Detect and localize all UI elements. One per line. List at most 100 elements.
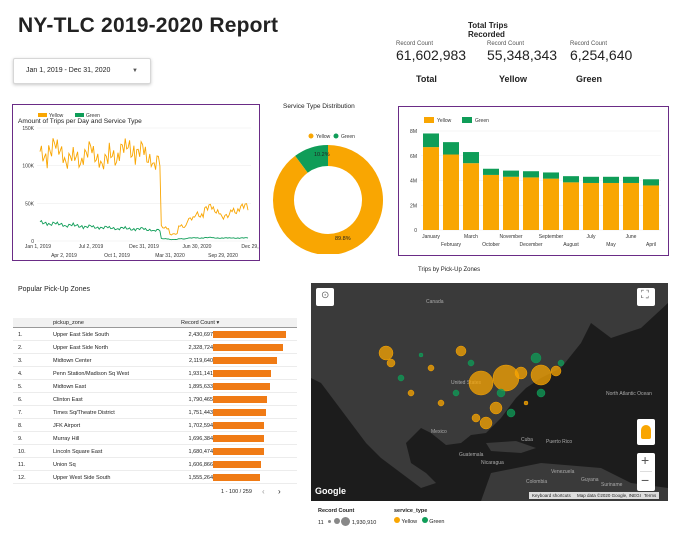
row-count: 1,606,866 [188,462,213,468]
map-bubble [530,364,552,386]
bar-yellow [503,176,519,230]
legend-swatch-green [462,117,472,123]
chevron-right-icon[interactable]: › [278,487,281,496]
table-row[interactable]: 9. Murray Hill 1,696,384 [13,432,297,445]
x-tick-label: August [563,242,579,248]
table-row[interactable]: 5. Midtown East 1,895,633 [13,380,297,393]
keyboard-shortcuts-link[interactable]: Keyboard shortcuts [529,492,574,499]
kpi-yellow: Record Count 55,348,343 Yellow [487,41,557,84]
row-count: 1,696,384 [188,436,213,442]
kpi-caption: Record Count [487,41,525,47]
x-tick-label: April [646,242,656,248]
zones-title: Popular Pick-Up Zones [18,286,90,293]
map-data-attribution: Map data ©2020 Google, INEGI [574,492,644,499]
row-count-bar [213,435,264,442]
row-index: 11. [18,462,26,468]
row-index: 9. [18,436,23,442]
x-tick-label: Dec 31, 2019 [129,244,159,250]
table-row[interactable]: 11. Union Sq 1,606,866 [13,458,297,471]
table-row[interactable]: 3. Midtown Center 2,119,640 [13,354,297,367]
map-bubble [386,358,396,368]
bar-yellow [643,185,659,230]
donut-slice-yellow [273,145,383,254]
legend-max: 1,930,910 [351,520,377,526]
table-header: pickup_zone Record Count ▾ [13,318,297,328]
bar-green [603,176,619,183]
bar-yellow [483,174,499,230]
bar-yellow [523,177,539,230]
bar-green [523,171,539,178]
table-row[interactable]: 12. Upper West Side South 1,555,264 [13,471,297,484]
map-land-south-america [481,463,668,501]
donut-title: Service Type Distribution [283,103,355,110]
slice-label-green: 10.2% [314,152,330,158]
row-zone: Midtown Center [53,358,92,364]
row-count: 1,931,141 [188,371,213,377]
table-row[interactable]: 2. Upper East Side North 2,328,724 [13,341,297,354]
table-row[interactable]: 6. Clinton East 1,790,465 [13,393,297,406]
pickup-zones-map[interactable]: Canada United States Mexico Cuba Puerto Rico… [311,283,668,501]
map-canvas[interactable]: Canada United States Mexico Cuba Puerto Rico… [311,283,668,501]
map-label: Canada [426,299,444,305]
kpi-caption: Record Count [396,41,434,47]
chevron-left-icon[interactable]: ‹ [262,487,265,496]
row-count: 1,702,594 [188,423,213,429]
row-count-bar [213,331,286,338]
daily-trips-chart[interactable]: Amount of Trips per Day and Service Type… [12,104,260,261]
pegman-button[interactable] [637,419,655,445]
terms-link[interactable]: Terms [641,492,660,499]
table-row[interactable]: 7. Times Sq/Theatre District 1,751,443 [13,406,297,419]
legend-label: Green [86,113,100,119]
map-bubble [378,345,394,361]
row-count: 1,790,465 [188,397,213,403]
map-label: Nicaragua [481,460,504,466]
kpi-label: Yellow [499,74,528,84]
legend-label: Green [475,118,489,124]
x-tick-label: Jun 30, 2020 [183,244,212,250]
service-type-donut[interactable]: Yellow Green 10.2% 89.8% [270,124,388,254]
y-tick-label: 0 [414,228,417,234]
bar-yellow [563,182,579,230]
bar-yellow [423,147,439,230]
date-range-value: Jan 1, 2019 - Dec 31, 2020 [26,67,111,74]
map-pin-icon: ⊙ [321,290,330,301]
table-row[interactable]: 10. Lincoln Square East 1,680,474 [13,445,297,458]
legend-swatch-yellow [38,113,47,117]
table-row[interactable]: 4. Penn Station/Madison Sq West 1,931,141 [13,367,297,380]
legend-yellow: Yellow [401,519,418,525]
map-label: Guatemala [459,452,484,458]
legend-label: Yellow [437,118,452,124]
row-count: 2,119,640 [188,358,213,364]
map-bubble [407,389,415,397]
y-tick-label: 50K [25,201,35,207]
monthly-trips-chart[interactable]: Yellow Green 8M 6M 4M 2M 0 January February March… [398,106,669,256]
table-row[interactable]: 1. Upper East Side South 2,430,697 [13,328,297,341]
legend-service-title: service_type [394,508,428,514]
zoom-out-button[interactable]: − [641,472,650,488]
row-count-bar [213,370,271,377]
kpi-label: Green [576,74,603,84]
row-count: 1,895,633 [188,384,213,390]
row-index: 12. [18,475,26,481]
map-label: Venezuela [551,469,575,475]
fullscreen-button[interactable]: ⛶ [637,288,655,306]
kpi-value: 6,254,640 [570,47,633,63]
x-tick-label: May [606,242,616,248]
col-pickup-zone[interactable]: pickup_zone [53,320,84,326]
map-land-cuba [486,441,536,453]
y-tick-label: 6M [410,154,417,160]
col-record-count[interactable]: Record Count ▾ [181,320,220,326]
totals-title: Total Trips Recorded [468,21,508,39]
kpi-value: 61,602,983 [396,47,467,63]
legend-record-title: Record Count [318,508,355,514]
legend-label: Green [341,134,355,140]
date-range-picker[interactable]: Jan 1, 2019 - Dec 31, 2020 ▼ [13,58,151,84]
y-tick-label: 8M [410,129,417,135]
row-zone: Union Sq [53,462,76,468]
y-tick-label: 150K [22,126,34,132]
row-count: 2,328,724 [188,345,213,351]
row-count: 2,430,697 [188,332,213,338]
map-location-button[interactable]: ⊙ [316,288,334,306]
table-row[interactable]: 8. JFK Airport 1,702,594 [13,419,297,432]
zoom-in-button[interactable]: + [641,452,650,468]
